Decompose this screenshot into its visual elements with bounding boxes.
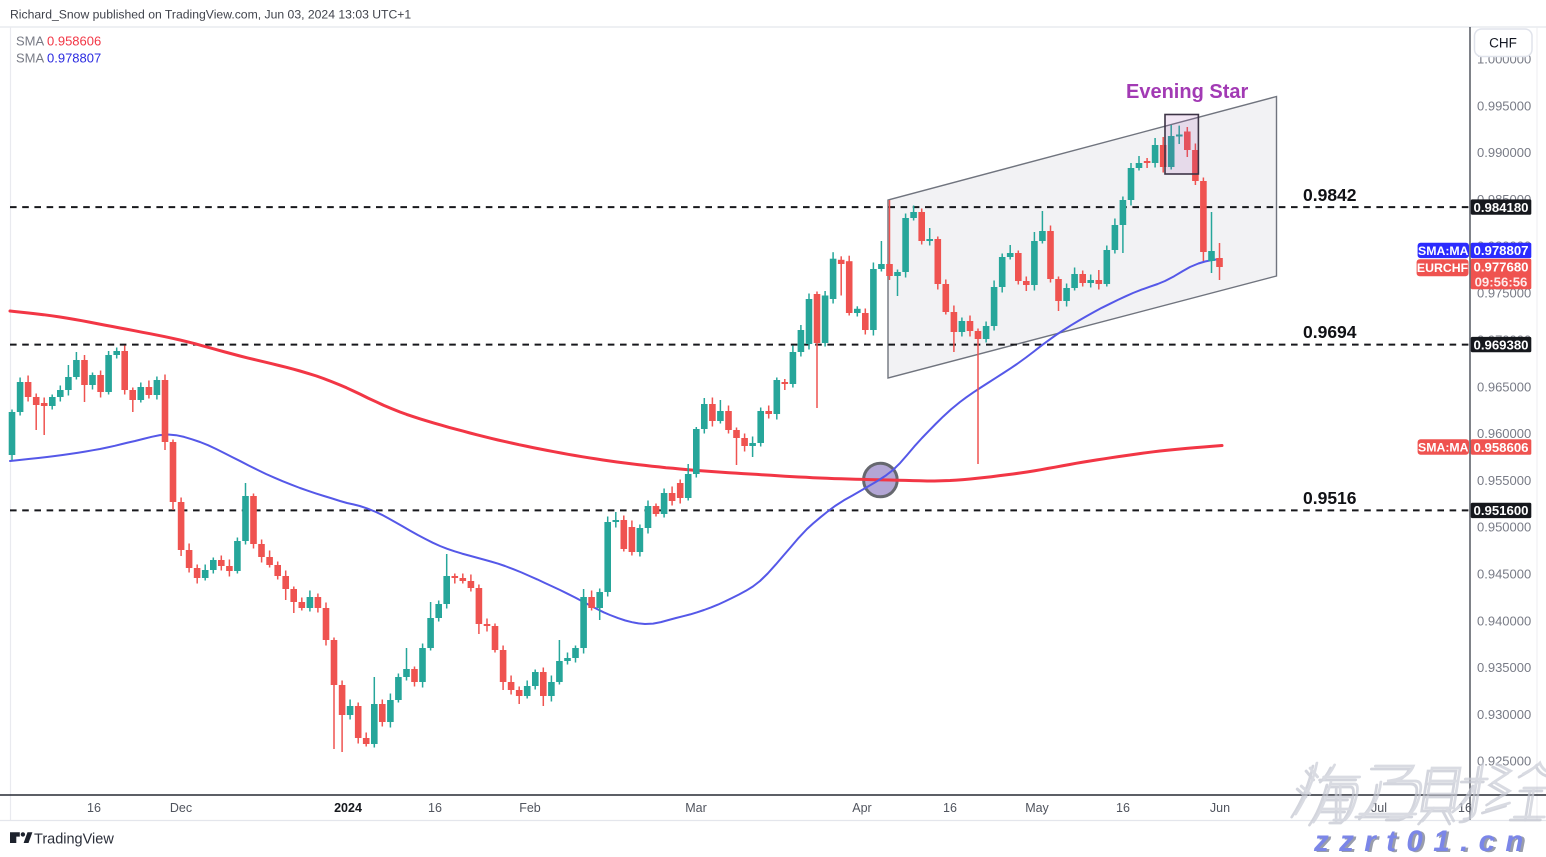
svg-text:0.930000: 0.930000 bbox=[1477, 707, 1531, 722]
svg-text:0.977680: 0.977680 bbox=[1473, 260, 1528, 275]
svg-text:16: 16 bbox=[943, 801, 957, 815]
svg-text:zzrt01.cn: zzrt01.cn bbox=[1316, 826, 1537, 857]
svg-text:0.990000: 0.990000 bbox=[1477, 145, 1531, 160]
svg-text:16: 16 bbox=[87, 801, 101, 815]
svg-text:CHF: CHF bbox=[1489, 36, 1517, 51]
svg-text:May: May bbox=[1025, 801, 1049, 815]
svg-text:16: 16 bbox=[1116, 801, 1130, 815]
svg-text:0.978807: 0.978807 bbox=[47, 51, 101, 66]
svg-text:0.9842: 0.9842 bbox=[1303, 185, 1357, 205]
svg-text:0.955000: 0.955000 bbox=[1477, 473, 1531, 488]
svg-text:TradingView: TradingView bbox=[34, 832, 114, 848]
svg-text:0.940000: 0.940000 bbox=[1477, 613, 1531, 628]
svg-text:0.935000: 0.935000 bbox=[1477, 660, 1531, 675]
svg-text:0.969380: 0.969380 bbox=[1473, 337, 1528, 352]
svg-text:zzrt01.cn: zzrt01.cn bbox=[1313, 825, 1534, 857]
svg-text:0.9516: 0.9516 bbox=[1303, 488, 1357, 508]
svg-text:Richard_Snow published on Trad: Richard_Snow published on TradingView.co… bbox=[10, 8, 411, 22]
svg-text:0.958606: 0.958606 bbox=[1473, 440, 1528, 455]
svg-text:0.960000: 0.960000 bbox=[1477, 426, 1531, 441]
svg-text:SMA:MA: SMA:MA bbox=[1418, 244, 1469, 258]
svg-text:SMA:MA: SMA:MA bbox=[1418, 440, 1469, 454]
svg-text:0.984180: 0.984180 bbox=[1473, 200, 1528, 215]
svg-text:EURCHF: EURCHF bbox=[1417, 261, 1469, 275]
svg-text:0.978807: 0.978807 bbox=[1473, 243, 1528, 258]
svg-text:SMA: SMA bbox=[16, 51, 45, 66]
svg-text:Mar: Mar bbox=[685, 801, 707, 815]
svg-text:0.951600: 0.951600 bbox=[1473, 503, 1528, 518]
svg-text:0.965000: 0.965000 bbox=[1477, 379, 1531, 394]
svg-text:2024: 2024 bbox=[334, 801, 362, 815]
svg-text:Feb: Feb bbox=[519, 801, 541, 815]
svg-text:0.945000: 0.945000 bbox=[1477, 567, 1531, 582]
svg-text:0.925000: 0.925000 bbox=[1477, 754, 1531, 769]
svg-text:0.9694: 0.9694 bbox=[1303, 322, 1357, 342]
svg-text:09:56:56: 09:56:56 bbox=[1475, 274, 1528, 289]
svg-text:Dec: Dec bbox=[170, 801, 192, 815]
svg-text:0.995000: 0.995000 bbox=[1477, 98, 1531, 113]
svg-text:Evening Star: Evening Star bbox=[1126, 81, 1248, 103]
svg-text:SMA: SMA bbox=[16, 34, 45, 49]
svg-text:Jun: Jun bbox=[1210, 801, 1230, 815]
svg-text:Apr: Apr bbox=[852, 801, 871, 815]
svg-text:0.950000: 0.950000 bbox=[1477, 520, 1531, 535]
svg-text:16: 16 bbox=[428, 801, 442, 815]
svg-text:0.958606: 0.958606 bbox=[47, 34, 101, 49]
